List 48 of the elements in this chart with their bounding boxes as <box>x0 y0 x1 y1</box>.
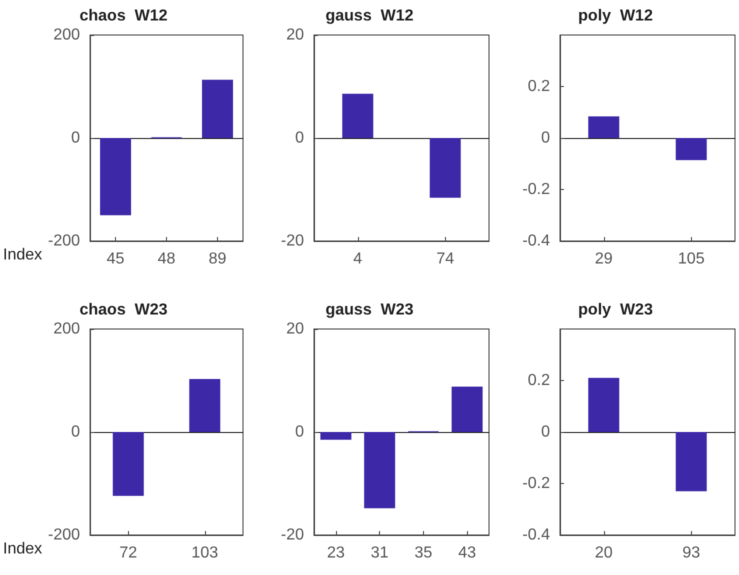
x-tick-label: 72 <box>119 544 138 562</box>
y-tick-label: 0 <box>295 130 304 146</box>
bar <box>100 138 132 216</box>
y-tick-label: -0.4 <box>522 232 550 250</box>
y-tick-label: 0.2 <box>528 372 550 389</box>
chart-title: poly W12 <box>578 8 653 24</box>
x-tick-label: 31 <box>370 544 389 562</box>
x-axis-title: Index <box>3 246 42 264</box>
y-tick-label: -200 <box>48 526 80 544</box>
x-tick-label: 74 <box>436 250 454 268</box>
x-tick-label: 45 <box>106 250 125 268</box>
chart-title: chaos W12 <box>79 8 168 24</box>
y-tick-label: -20 <box>280 232 304 250</box>
y-tick-label: 20 <box>286 320 304 338</box>
y-tick-label: -0.2 <box>522 475 550 492</box>
y-tick-label: 0 <box>541 424 550 440</box>
y-tick-label: 200 <box>53 320 80 338</box>
x-tick-label: 4 <box>353 250 362 268</box>
bar <box>452 386 483 432</box>
x-tick-label: 23 <box>326 544 345 562</box>
x-tick-label: 20 <box>594 544 613 562</box>
y-tick-label: 0 <box>295 424 304 440</box>
y-tick-label: 0 <box>71 424 80 440</box>
y-tick-label: 20 <box>286 26 304 44</box>
y-tick-label: -0.2 <box>522 181 550 198</box>
x-tick-label: 48 <box>158 250 176 268</box>
x-axis-title: Index <box>3 540 42 558</box>
chart-title: chaos W23 <box>79 302 168 318</box>
bar <box>364 432 396 508</box>
x-tick-label: 29 <box>594 250 613 268</box>
y-tick-label: 200 <box>53 26 80 44</box>
chart-title: gauss W12 <box>325 8 414 24</box>
y-tick-label: 0.2 <box>528 78 550 95</box>
y-tick-label: -20 <box>280 526 304 544</box>
chart-title: gauss W23 <box>325 302 414 318</box>
x-tick-label: 43 <box>458 544 476 562</box>
chart-title: poly W23 <box>578 302 653 318</box>
y-tick-label: 0 <box>541 130 550 146</box>
x-tick-label: 35 <box>414 544 432 562</box>
bar <box>320 432 352 440</box>
x-tick-label: 103 <box>191 544 218 562</box>
x-tick-label: 105 <box>678 250 705 268</box>
bar <box>202 80 234 138</box>
x-tick-label: 89 <box>208 250 227 268</box>
y-tick-label: -200 <box>48 232 80 250</box>
y-tick-label: 0 <box>71 130 80 146</box>
x-tick-label: 93 <box>682 544 700 562</box>
y-tick-label: -0.4 <box>522 526 550 544</box>
